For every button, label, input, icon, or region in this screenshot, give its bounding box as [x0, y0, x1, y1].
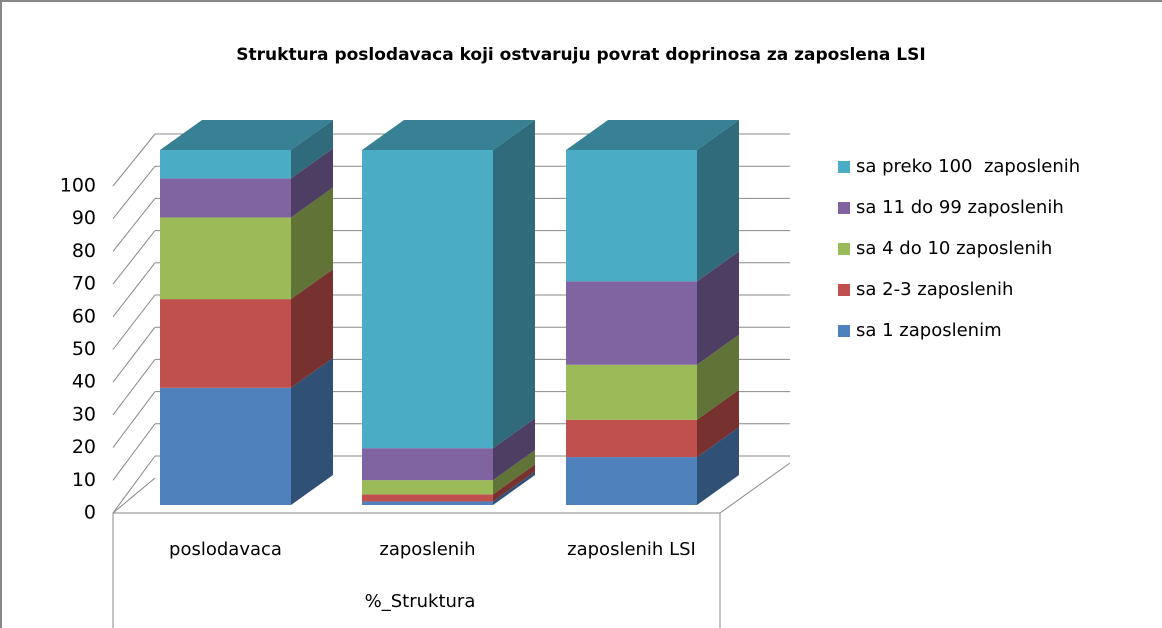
legend-label: sa 4 do 10 zaposlenih: [856, 238, 1052, 259]
bar-side: [493, 120, 535, 449]
bar-side: [493, 418, 535, 481]
grid-line: [112, 262, 156, 318]
x-axis-label: %_Struktura: [365, 591, 476, 612]
y-tick-label: 50: [72, 338, 96, 360]
chart-title: Struktura poslodavaca koji ostvaruju pov…: [236, 45, 925, 65]
y-tick-label: 30: [72, 403, 96, 425]
legend-label: sa 11 do 99 zaposlenih: [856, 197, 1064, 218]
bar-side: [291, 187, 333, 300]
bar-front: [566, 419, 697, 458]
x-tick-label: zaposlenih LSI: [567, 539, 696, 560]
bar-front: [566, 281, 697, 365]
grid-line: [112, 455, 156, 514]
bar-side: [697, 389, 739, 458]
bar-front: [362, 150, 493, 449]
grid-line: [112, 326, 156, 383]
bar-front: [362, 501, 493, 505]
grid-line: [112, 294, 156, 350]
bar-side: [697, 334, 739, 420]
bar-front: [160, 387, 291, 505]
y-tick-label: 10: [72, 469, 96, 491]
bar-top: [160, 120, 333, 150]
bar-side: [493, 471, 535, 505]
x-tick-label: zaposlenih: [379, 539, 475, 560]
legend-label: sa 1 zaposlenim: [856, 320, 1002, 341]
bar-side: [493, 464, 535, 502]
legend-label: sa preko 100 zaposlenih: [856, 156, 1080, 177]
bar-front: [160, 299, 291, 388]
bar-front: [566, 457, 697, 505]
bar-side: [291, 269, 333, 388]
y-tick-label: 60: [72, 305, 96, 327]
floor-edge: [719, 462, 791, 514]
grid-line: [112, 198, 156, 252]
y-tick-label: 70: [72, 273, 96, 295]
y-tick-label: 90: [72, 207, 96, 229]
y-tick-label: 100: [60, 175, 96, 197]
grid-line: [112, 230, 156, 285]
bar-front: [160, 217, 291, 300]
x-tick-label: poslodavaca: [169, 539, 282, 560]
bar-front: [160, 178, 291, 218]
legend-swatch: [838, 202, 850, 214]
y-tick-label: 0: [84, 502, 96, 524]
legend-swatch: [838, 161, 850, 173]
bar-front: [362, 480, 493, 495]
y-tick-label: 40: [72, 371, 96, 393]
bar-top: [566, 120, 739, 150]
bar-side: [697, 120, 739, 282]
bar-side: [291, 148, 333, 218]
wall-edge: [112, 477, 156, 514]
bar-side: [697, 251, 739, 365]
bar-side: [697, 427, 739, 505]
grid-line: [112, 165, 156, 220]
bar-front: [362, 448, 493, 481]
grid-line: [112, 423, 156, 481]
bar-front: [566, 364, 697, 420]
bar-side: [291, 357, 333, 505]
bar-front: [362, 494, 493, 502]
bar-top: [362, 120, 535, 150]
bar-side: [493, 450, 535, 495]
legend-swatch: [838, 243, 850, 255]
grid-line: [112, 391, 156, 448]
bar-side: [291, 120, 333, 179]
y-tick-label: 80: [72, 240, 96, 262]
legend-label: sa 2-3 zaposlenih: [856, 279, 1013, 300]
bar-front: [160, 150, 291, 179]
bar-front: [566, 150, 697, 282]
y-tick-label: 20: [72, 436, 96, 458]
grid-line: [112, 359, 156, 416]
legend-swatch: [838, 284, 850, 296]
grid-line: [112, 133, 156, 187]
legend-swatch: [838, 325, 850, 337]
